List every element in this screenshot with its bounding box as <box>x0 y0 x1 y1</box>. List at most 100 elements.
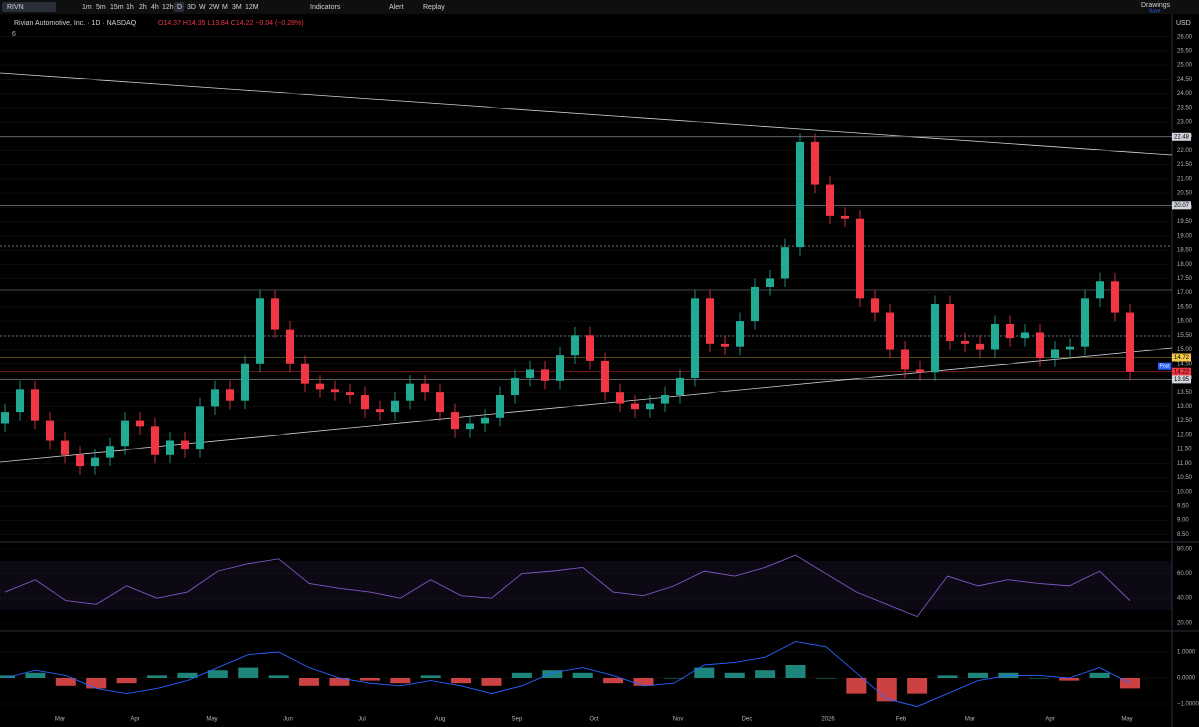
interval-button[interactable]: 1h <box>126 4 134 11</box>
candle-body <box>316 383 324 390</box>
y-tick-label: 25.50 <box>1177 48 1193 54</box>
interval-button[interactable]: 12h <box>162 4 174 11</box>
candle-body <box>196 406 204 450</box>
candle-body <box>826 184 834 216</box>
y-tick-label: 25.00 <box>1177 63 1193 69</box>
macd-histogram-bar <box>907 678 928 694</box>
active-interval-bg <box>174 2 184 12</box>
alert-button[interactable]: Alert <box>389 4 403 11</box>
y-tick-label: 24.00 <box>1177 91 1193 97</box>
candle-body <box>301 363 309 384</box>
candle-body <box>376 409 384 413</box>
candle-body <box>226 389 234 401</box>
candle-body <box>961 340 969 344</box>
symbol[interactable]: RIVN <box>7 4 24 11</box>
interval-button[interactable]: 3D <box>187 4 196 11</box>
y-tick-label: 16.50 <box>1177 304 1193 310</box>
legend-title: Rivian Automotive, Inc. · 1D · NASDAQ <box>14 20 137 27</box>
interval-button[interactable]: D <box>177 4 182 11</box>
candle-body <box>241 363 249 401</box>
symbol-box[interactable] <box>2 2 56 12</box>
macd-histogram-bar <box>694 667 715 678</box>
macd-histogram-bar <box>359 678 380 681</box>
rsi-line <box>4 554 1131 618</box>
candle-body <box>1036 332 1044 359</box>
interval-button[interactable]: W <box>199 4 206 11</box>
candle-body <box>871 298 879 313</box>
candle-body <box>1 412 9 424</box>
currency[interactable]: USD <box>1176 20 1191 27</box>
interval-button[interactable]: 4h <box>151 4 159 11</box>
time-label: Sep <box>512 717 523 723</box>
candle-body <box>736 321 744 347</box>
candle-body <box>691 298 699 378</box>
macd-histogram-bar <box>420 675 441 678</box>
price-level-tag <box>1172 132 1191 141</box>
candle-body <box>721 343 729 347</box>
candle-body <box>391 400 399 413</box>
macd-tick-label: −1.0000 <box>1177 702 1199 708</box>
candle-body <box>646 403 654 410</box>
macd-histogram-bar <box>1059 678 1080 681</box>
interval-button[interactable]: 1m <box>82 4 92 11</box>
macd-histogram-bar <box>147 675 168 678</box>
macd-histogram-bar <box>238 667 259 678</box>
macd-histogram-bar <box>603 678 624 684</box>
post-label: Post <box>1160 364 1171 370</box>
candle-body <box>916 369 924 373</box>
candle-body <box>1111 281 1119 313</box>
indicators-button[interactable]: Indicators <box>310 4 341 11</box>
macd-line <box>4 641 1131 708</box>
candle-body <box>16 389 24 413</box>
candle-body <box>346 392 354 396</box>
drawings-button[interactable]: Drawings <box>1141 2 1171 9</box>
y-tick-label: 26.00 <box>1177 34 1193 40</box>
replay-button[interactable]: Replay <box>423 4 445 11</box>
rsi-tick-label: 20.00 <box>1177 620 1193 626</box>
y-tick-label: 19.00 <box>1177 233 1193 239</box>
macd-histogram-bar <box>299 678 320 686</box>
macd-histogram-bar <box>329 678 350 686</box>
interval-button[interactable]: 12M <box>245 4 259 11</box>
y-tick-label: 23.50 <box>1177 105 1193 111</box>
candle-body <box>991 323 999 350</box>
y-tick-label: 10.00 <box>1177 489 1193 495</box>
candle-body <box>1081 298 1089 347</box>
y-tick-label: 12.00 <box>1177 432 1193 438</box>
time-label: Feb <box>896 717 907 723</box>
candle-body <box>496 395 504 418</box>
y-tick-label: 12.50 <box>1177 418 1193 424</box>
macd-histogram-bar <box>755 670 776 678</box>
macd-histogram-bar <box>937 675 958 678</box>
price-level-tag <box>1172 353 1191 362</box>
candle-body <box>946 304 954 341</box>
macd-histogram-bar <box>967 672 988 678</box>
macd-histogram-bar <box>1028 678 1049 679</box>
interval-button[interactable]: 2h <box>139 4 147 11</box>
y-tick-label: 16.00 <box>1177 319 1193 325</box>
y-tick-label: 20.50 <box>1177 191 1193 197</box>
interval-button[interactable]: 3M <box>232 4 242 11</box>
time-label: Dec <box>742 717 753 723</box>
macd-histogram-bar <box>663 678 684 679</box>
y-tick-label: 19.50 <box>1177 219 1193 225</box>
legend-ohlc: O14.37 H14.35 L13.84 C14.22 −0.04 (−0.28… <box>158 20 304 27</box>
y-tick-label: 21.00 <box>1177 176 1193 182</box>
time-label: May <box>206 717 217 723</box>
interval-button[interactable]: M <box>222 4 228 11</box>
candle-body <box>931 304 939 373</box>
price-level-label: 22.48 <box>1174 134 1190 140</box>
time-label: May <box>1121 717 1132 723</box>
candle-body <box>556 355 564 381</box>
candle-body <box>151 426 159 455</box>
save-button[interactable]: Save <box>1149 8 1161 14</box>
candle-body <box>1051 349 1059 359</box>
interval-button[interactable]: 15m <box>110 4 124 11</box>
interval-button[interactable]: 2W <box>209 4 220 11</box>
interval-button[interactable]: 5m <box>96 4 106 11</box>
candle-body <box>901 349 909 370</box>
candle-body <box>676 377 684 396</box>
macd-histogram-bar <box>177 672 198 678</box>
candle-body <box>856 218 864 299</box>
candle-body <box>841 215 849 219</box>
